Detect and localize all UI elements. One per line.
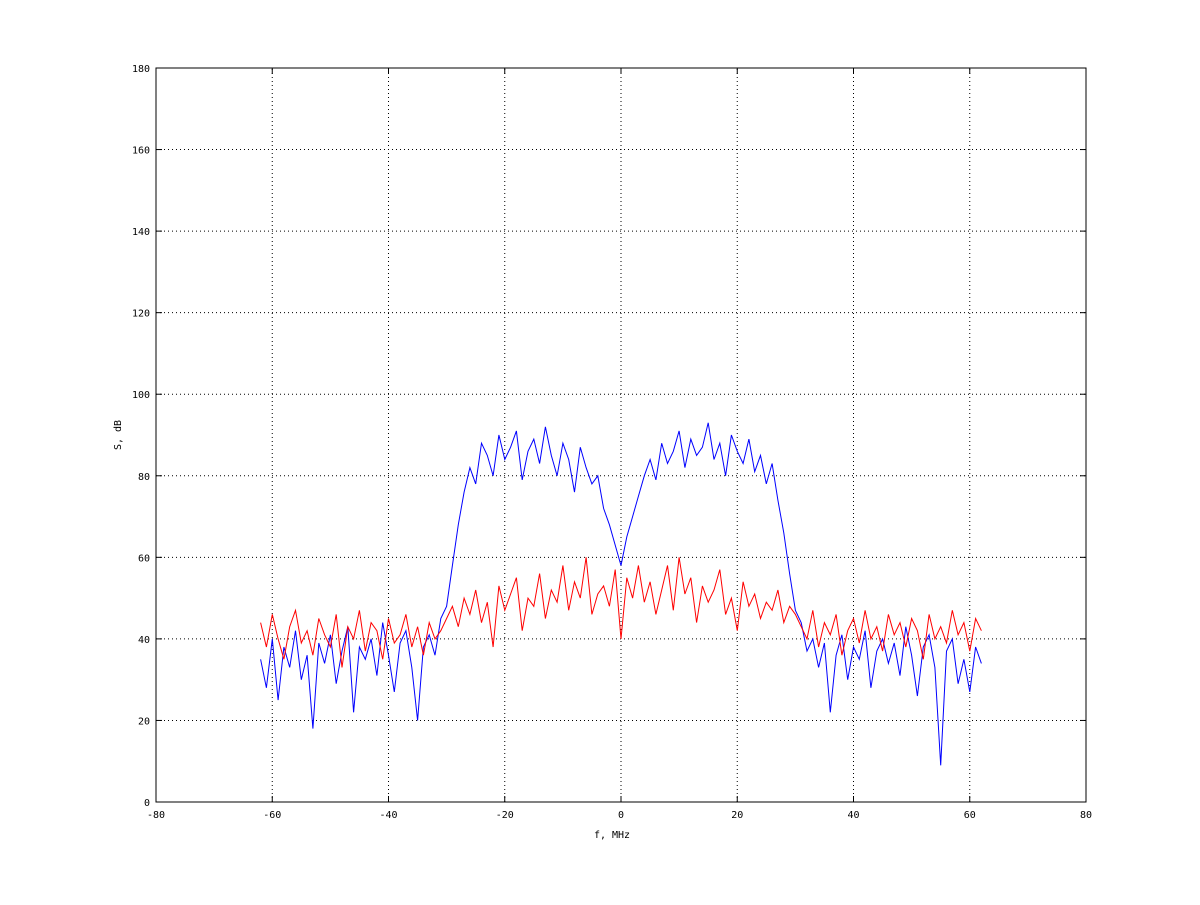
series-group (260, 422, 982, 766)
y-tick-label: 180 (132, 64, 150, 75)
x-tick-label: 40 (847, 810, 859, 821)
y-tick-label: 100 (132, 390, 150, 401)
x-tick-label: -20 (496, 810, 514, 821)
grid (156, 68, 1086, 802)
x-tick-label: 60 (964, 810, 976, 821)
x-tick-label: 0 (618, 810, 624, 821)
y-tick-label: 60 (138, 553, 150, 564)
ticks: -80 -60 -40 -20 0 20 40 60 80 0 20 40 60 80 100 120 140 1… (132, 64, 1092, 821)
y-tick-label: 20 (138, 716, 150, 727)
y-tick-label: 40 (138, 635, 150, 646)
y-tick-label: 140 (132, 227, 150, 238)
y-tick-label: 80 (138, 472, 150, 483)
x-tick-label: 20 (731, 810, 743, 821)
y-tick-label: 160 (132, 146, 150, 157)
y-tick-label: 0 (144, 798, 150, 809)
y-tick-label: 120 (132, 309, 150, 320)
series-line-2 (260, 557, 982, 668)
y-axis-label: S, dB (113, 420, 124, 450)
x-axis-label: f, MHz (594, 830, 630, 841)
x-tick-label: -40 (379, 810, 397, 821)
x-tick-label: -80 (147, 810, 165, 821)
x-tick-label: -60 (263, 810, 281, 821)
plot-frame (155, 67, 1087, 803)
x-tick-label: 80 (1080, 810, 1092, 821)
series-line-1 (260, 422, 982, 766)
